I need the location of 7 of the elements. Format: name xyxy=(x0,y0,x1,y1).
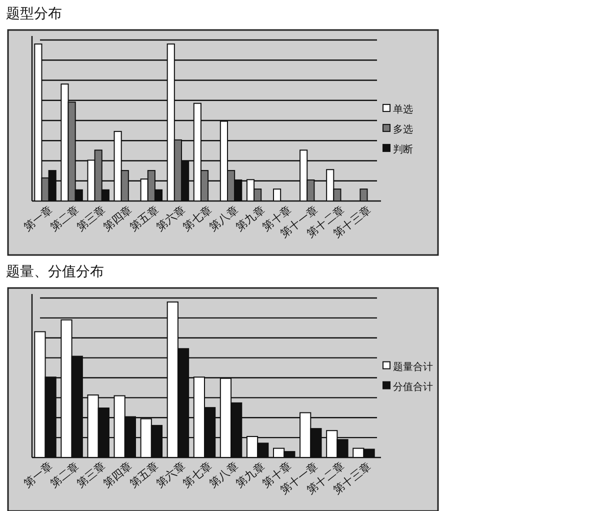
legend-label: 分值合计 xyxy=(393,380,433,393)
legend-label: 题量合计 xyxy=(393,360,433,373)
chart-title: 题型分布 xyxy=(6,6,62,22)
legend-label: 多选 xyxy=(393,123,413,136)
legend-label: 判断 xyxy=(393,143,413,156)
legend-label: 单选 xyxy=(393,103,413,116)
chart-title: 题量、分值分布 xyxy=(6,264,104,280)
